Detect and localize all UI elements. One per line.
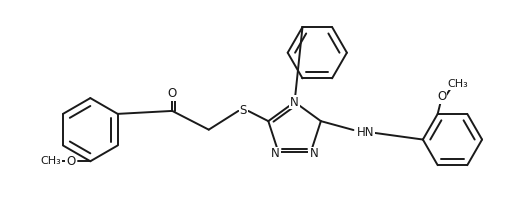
Text: N: N [290,96,299,109]
Text: N: N [271,147,280,160]
Text: HN: HN [357,126,374,139]
Text: O: O [66,155,75,168]
Text: CH₃: CH₃ [447,79,468,89]
Text: O: O [437,90,446,103]
Text: S: S [240,104,247,117]
Text: CH₃: CH₃ [41,156,61,166]
Text: O: O [168,87,177,100]
Text: N: N [309,147,318,160]
